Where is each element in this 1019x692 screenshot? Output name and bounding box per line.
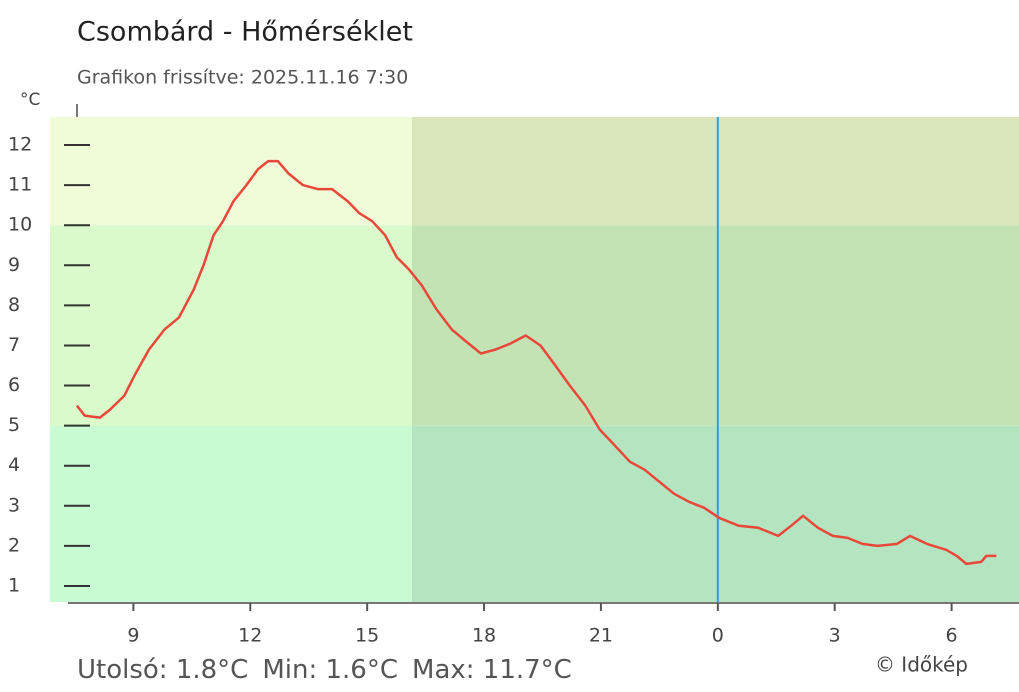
- x-tick-label: 12: [238, 625, 262, 647]
- chart-subtitle: Grafikon frissítve: 2025.11.16 7:30: [77, 67, 408, 89]
- x-tick-label: 15: [355, 625, 379, 647]
- y-tick-label: 10: [8, 214, 32, 236]
- x-tick-label: 9: [127, 625, 139, 647]
- x-tick-label: 6: [946, 625, 958, 647]
- footer-stats: Utolsó: 1.8°C Min: 1.6°C Max: 11.7°C: [77, 655, 572, 685]
- chart-title: Csombárd - Hőmérséklet: [77, 17, 413, 48]
- y-tick-label: 7: [8, 334, 20, 356]
- night-band: [411, 225, 1019, 426]
- y-tick-label: 11: [8, 174, 32, 196]
- day-band: [50, 425, 412, 602]
- x-tick-label: 0: [712, 625, 724, 647]
- y-tick-label: 4: [8, 454, 20, 476]
- night-band: [411, 425, 1019, 602]
- y-unit: °C: [20, 90, 40, 110]
- temperature-line: [75, 159, 997, 566]
- x-tick-label: 21: [589, 625, 613, 647]
- credit: © Időkép: [875, 653, 968, 677]
- y-tick-label: 6: [8, 374, 20, 396]
- plot-area: [50, 117, 1019, 602]
- y-tick-label: 5: [8, 414, 20, 436]
- y-tick-label: 9: [8, 254, 20, 276]
- day-band: [50, 117, 412, 226]
- y-tick-label: 1: [8, 574, 20, 596]
- footer-stat: Min: 1.6°C: [262, 655, 398, 685]
- y-tick-label: 3: [8, 494, 20, 516]
- night-band: [411, 117, 1019, 226]
- footer-stat: Utolsó: 1.8°C: [77, 655, 248, 685]
- y-tick-label: 12: [8, 134, 32, 156]
- x-tick-label: 18: [472, 625, 496, 647]
- footer-stat: Max: 11.7°C: [412, 655, 572, 685]
- y-tick-label: 8: [8, 294, 20, 316]
- day-band: [50, 225, 412, 426]
- x-tick-label: 3: [829, 625, 841, 647]
- y-tick-label: 2: [8, 534, 20, 556]
